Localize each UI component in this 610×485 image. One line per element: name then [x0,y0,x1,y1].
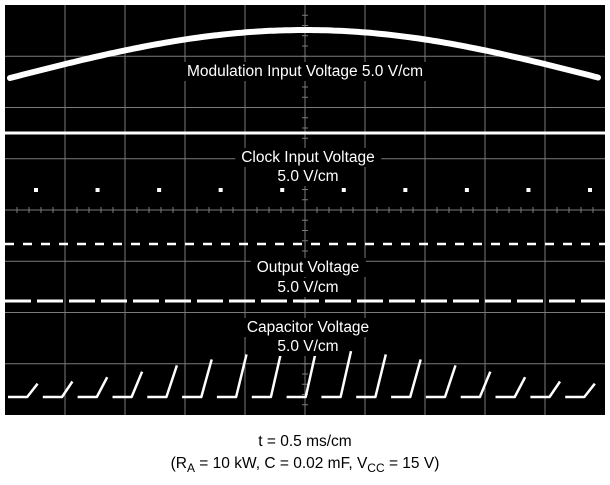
clock-pulse-dot [403,188,408,192]
capacitor-sawtooth-ramp [77,376,109,399]
clock-trace-label-line1: Clock Input Voltage [235,148,381,167]
clock-pulse-dot [218,188,223,192]
capacitor-sawtooth-ramp [425,365,457,399]
caption-close: = 15 V) [384,455,440,472]
capacitor-sawtooth-ramp [391,359,422,399]
capacitor-sawtooth-ramp [565,382,596,399]
clock-pulse-dot [280,188,285,192]
clock-pulse-dot [341,188,346,192]
modulation-input-trace [7,27,601,81]
capacitor-sawtooth-ramp [216,354,248,399]
clock-pulse-dot [34,188,38,192]
clock-pulse-dot [588,188,592,192]
clock-pulse-dot [95,188,100,192]
capacitor-trace-label-line2: 5.0 V/cm [271,337,345,356]
capacitor-sawtooth-ramp [286,349,318,399]
capacitor-sawtooth-ramp [42,380,74,399]
capacitor-sawtooth-ramp [182,359,213,399]
capacitor-sawtooth-ramp [495,376,527,399]
caption-vcc-subscript: CC [367,461,385,475]
caption-ra-subscript: A [186,461,195,475]
caption-open: (R [170,455,187,472]
output-trace-label-line2: 5.0 V/cm [271,278,345,297]
output-trace-label-line1: Output Voltage [250,258,366,277]
time-scale-caption: t = 0.5 ms/cm [258,433,352,450]
clock-pulse-dot [464,188,469,192]
capacitor-sawtooth-ramp [321,350,353,399]
capacitor-sawtooth-ramp [356,354,388,399]
clock-pulse-dot [157,188,162,192]
waveform-traces [5,27,605,399]
component-values-caption: (RA = 10 kW, C = 0.02 mF, VCC = 15 V) [0,454,610,475]
capacitor-sawtooth-ramp [251,350,283,399]
capacitor-trace-label-line1: Capacitor Voltage [240,318,376,337]
clock-trace-label-line2: 5.0 V/cm [271,167,345,186]
caption-middle: = 10 kW, C = 0.02 mF, V [195,455,368,472]
capacitor-sawtooth-ramp [530,380,562,399]
capacitor-sawtooth-ramp [460,371,492,399]
capacitor-sawtooth-ramp [147,365,179,399]
clock-pulse-dot [526,188,531,192]
modulation-trace-label: Modulation Input Voltage 5.0 V/cm [180,62,430,81]
capacitor-sawtooth-ramp [8,382,39,399]
capacitor-sawtooth-ramp [112,371,144,399]
